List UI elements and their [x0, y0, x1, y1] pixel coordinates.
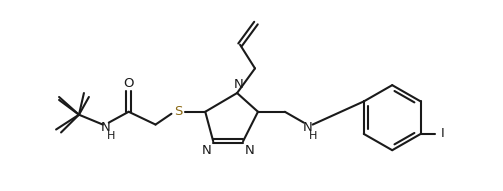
Text: I: I: [441, 127, 444, 140]
Text: O: O: [123, 77, 134, 90]
Text: N: N: [101, 121, 111, 134]
Text: S: S: [174, 105, 183, 118]
Text: N: N: [245, 144, 255, 157]
Text: N: N: [201, 144, 211, 157]
Text: H: H: [308, 131, 317, 141]
Text: N: N: [303, 121, 312, 134]
Text: H: H: [107, 131, 115, 141]
Text: N: N: [234, 78, 244, 91]
